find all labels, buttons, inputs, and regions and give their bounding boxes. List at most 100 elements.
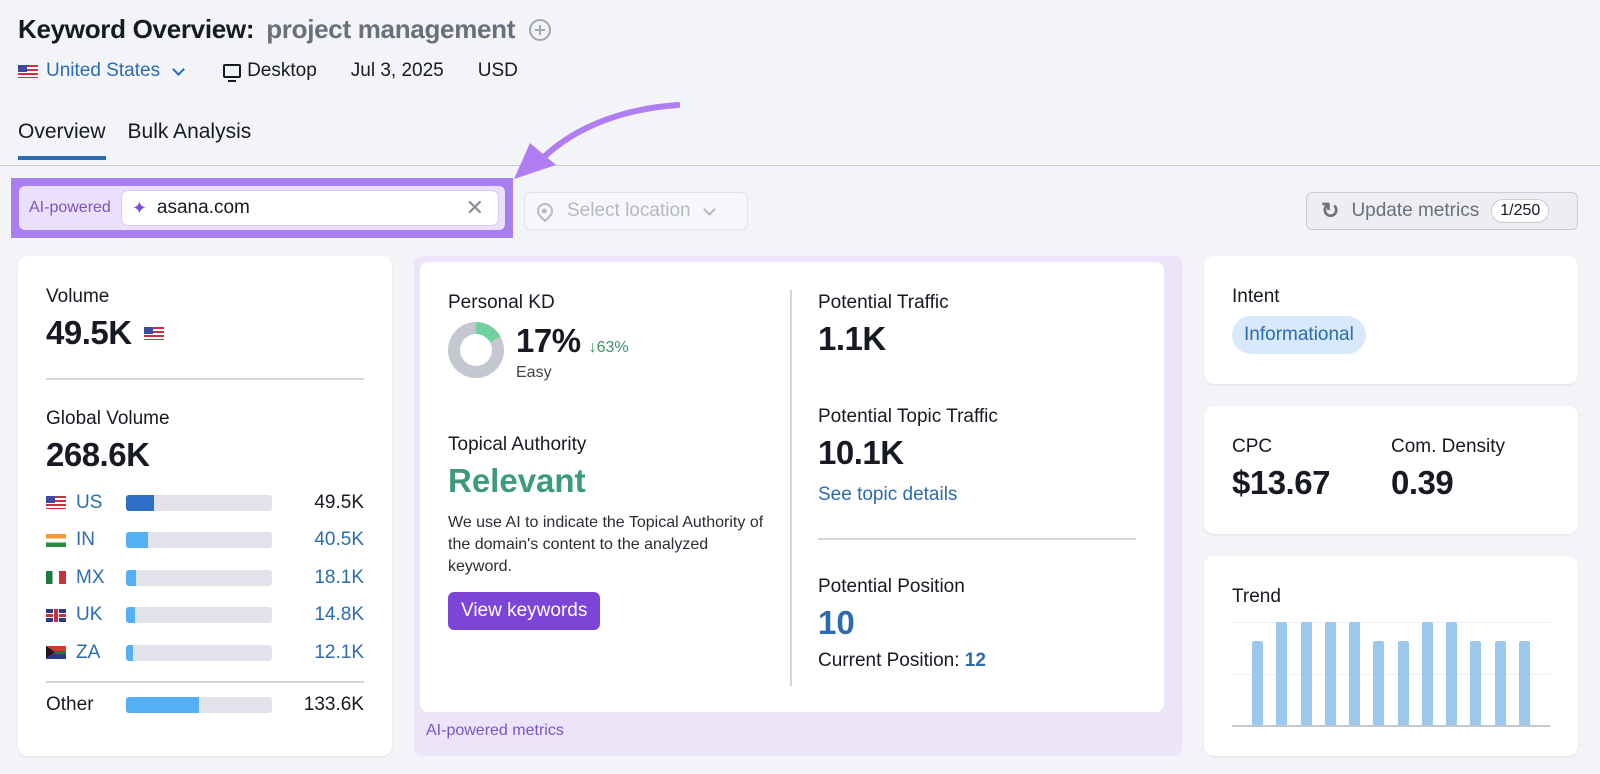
- update-metrics-button[interactable]: ↻ Update metrics 1/250: [1306, 192, 1578, 230]
- country-code[interactable]: UK: [76, 604, 103, 626]
- location-pin-icon: [533, 199, 557, 223]
- keyword-text: project management: [266, 14, 516, 44]
- ai-domain-highlight: AI-powered ✦ asana.com ✕: [11, 178, 513, 238]
- gridline: [1232, 674, 1550, 675]
- trend-bar[interactable]: [1446, 622, 1458, 727]
- see-topic-details-link[interactable]: See topic details: [818, 484, 958, 505]
- meta-row: United States Desktop Jul 3, 2025 USD: [18, 60, 518, 82]
- trend-bar[interactable]: [1252, 640, 1263, 727]
- topical-authority-description: We use AI to indicate the Topical Author…: [448, 514, 764, 575]
- currency-label: USD: [477, 60, 518, 81]
- country-code[interactable]: US: [76, 491, 103, 513]
- us-flag-icon: [143, 326, 164, 340]
- com-density-cell: Com. Density 0.39: [1391, 436, 1550, 504]
- annotation-arrow-icon: [514, 102, 680, 179]
- date-label: Jul 3, 2025: [350, 60, 444, 81]
- chevron-down-icon: [702, 202, 716, 216]
- tab-bar: Overview Bulk Analysis: [18, 120, 251, 160]
- divider: [818, 538, 1136, 540]
- location-placeholder: Select location: [567, 200, 691, 221]
- device-indicator: Desktop: [223, 60, 317, 82]
- ai-metrics-panel: Personal KD 17% ↓63% Easy Topical Author…: [414, 256, 1182, 756]
- view-keywords-button[interactable]: View keywords: [448, 592, 601, 630]
- ai-metrics-footer: AI-powered metrics: [426, 722, 564, 739]
- domain-input[interactable]: ✦ asana.com ✕: [120, 190, 499, 226]
- south-africa-flag-icon: [46, 646, 66, 660]
- domain-input-value[interactable]: asana.com: [156, 197, 250, 218]
- volume-value: 49.5K: [46, 314, 132, 351]
- trend-bar[interactable]: [1276, 622, 1288, 727]
- device-label: Desktop: [247, 60, 317, 81]
- update-metrics-label: Update metrics: [1351, 200, 1480, 221]
- kd-delta: ↓63%: [588, 339, 629, 356]
- country-row-us: US 49.5K: [46, 484, 364, 522]
- intent-label: Intent: [1232, 286, 1280, 307]
- trend-bar[interactable]: [1349, 622, 1361, 727]
- global-volume-value: 268.6K: [46, 436, 150, 473]
- column-divider: [790, 290, 792, 686]
- tab-bulk-analysis[interactable]: Bulk Analysis: [127, 120, 252, 143]
- us-flag-icon: [18, 64, 38, 78]
- location-select[interactable]: Select location: [524, 192, 748, 230]
- country-row-other: Other 133.6K: [46, 680, 364, 727]
- country-code[interactable]: MX: [76, 566, 105, 588]
- trend-bar[interactable]: [1518, 640, 1530, 727]
- cpc-cell: CPC $13.67: [1232, 436, 1391, 504]
- current-position: Current Position: 12: [818, 650, 1138, 672]
- potential-position-label: Potential Position: [818, 576, 965, 597]
- refresh-icon: ↻: [1321, 198, 1340, 223]
- us-flag-icon: [46, 496, 66, 510]
- trend-bar[interactable]: [1324, 622, 1336, 727]
- volume-value-row: 49.5K: [46, 314, 364, 352]
- mexico-flag-icon: [46, 571, 66, 585]
- page-title: Keyword Overview:: [18, 14, 255, 44]
- divider: [46, 378, 364, 380]
- trend-bar[interactable]: [1300, 622, 1312, 727]
- com-density-label: Com. Density: [1391, 436, 1506, 457]
- trend-bar[interactable]: [1421, 622, 1433, 727]
- gridline: [1232, 622, 1550, 623]
- trend-bar[interactable]: [1397, 640, 1409, 727]
- sparkle-icon: ✦: [131, 197, 147, 218]
- ai-left-column: Personal KD 17% ↓63% Easy Topical Author…: [448, 292, 778, 630]
- volume-bar: [126, 569, 272, 586]
- country-volume[interactable]: 18.1K: [314, 566, 364, 588]
- country-volume: 49.5K: [314, 491, 364, 513]
- cpc-value: $13.67: [1232, 464, 1330, 501]
- country-code[interactable]: ZA: [76, 641, 101, 663]
- tab-overview[interactable]: Overview: [18, 120, 106, 160]
- trend-bar[interactable]: [1470, 640, 1482, 727]
- country-volume[interactable]: 14.8K: [314, 604, 364, 626]
- kd-donut-chart: [448, 322, 504, 378]
- clear-icon[interactable]: ✕: [465, 195, 484, 220]
- kd-level: Easy: [516, 364, 552, 381]
- ai-domain-box: AI-powered ✦ asana.com ✕: [19, 186, 505, 230]
- com-density-value: 0.39: [1391, 464, 1454, 501]
- volume-bar: [126, 644, 272, 661]
- country-selector[interactable]: United States: [18, 60, 187, 82]
- potential-topic-traffic-value: 10.1K: [818, 434, 904, 471]
- country-volume[interactable]: 12.1K: [314, 641, 364, 663]
- potential-traffic-value: 1.1K: [818, 320, 886, 357]
- trend-label: Trend: [1232, 586, 1281, 607]
- country-label: United States: [46, 60, 161, 81]
- country-code[interactable]: IN: [76, 529, 95, 551]
- desktop-icon: [223, 64, 242, 82]
- chart-baseline: [1232, 725, 1550, 727]
- uk-flag-icon: [46, 608, 66, 622]
- potential-topic-traffic-label: Potential Topic Traffic: [818, 406, 998, 427]
- volume-card: Volume 49.5K Global Volume 268.6K US 49.…: [18, 256, 392, 756]
- trend-bar[interactable]: [1494, 640, 1506, 727]
- add-circle-icon[interactable]: [529, 18, 552, 41]
- potential-traffic-label: Potential Traffic: [818, 292, 949, 313]
- volume-bar: [126, 607, 272, 624]
- page-header: Keyword Overview: project management: [18, 14, 552, 45]
- trend-bar[interactable]: [1373, 640, 1385, 727]
- update-count-badge: 1/250: [1491, 199, 1550, 223]
- kd-value: 17%: [516, 322, 581, 359]
- intent-badge: Informational: [1232, 316, 1366, 354]
- country-row-mx: MX 18.1K: [46, 559, 364, 597]
- country-volume[interactable]: 40.5K: [314, 529, 364, 551]
- ai-powered-label: AI-powered: [29, 199, 111, 216]
- personal-kd-label: Personal KD: [448, 292, 555, 313]
